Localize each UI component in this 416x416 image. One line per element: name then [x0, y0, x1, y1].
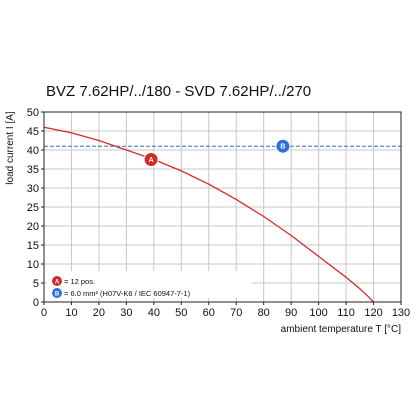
x-axis-label: ambient temperature T [°C]: [281, 324, 402, 335]
y-tick-label: 5: [33, 278, 39, 290]
y-axis-label: load current I [A]: [5, 111, 16, 185]
legend-marker-circle: [52, 288, 62, 298]
series-line-a: [43, 126, 374, 303]
y-tick-label: 10: [27, 259, 39, 271]
axis-ticks: 0 10 20 30 40 50 60 70 80 90 100 110 120 130 0 5 10 15 20 2…: [27, 107, 410, 319]
x-tick-label: 50: [175, 307, 187, 319]
chart-title: BVZ 7.62HP/../180 - SVD 7.62HP/../270: [46, 83, 311, 100]
x-tick-label: 120: [364, 307, 382, 319]
legend-entry-a: A = 12 pos.: [52, 276, 95, 286]
x-tick-label: 60: [203, 307, 215, 319]
marker-circle: [275, 138, 291, 154]
x-tick-label: 20: [93, 307, 105, 319]
legend: A = 12 pos. B = 6.0 mm² (H07V-K6 / IEC 6094…: [47, 271, 252, 298]
y-tick-label: 35: [27, 164, 39, 176]
series-marker-a: A: [143, 152, 159, 167]
legend-text: = 6.0 mm² (H07V-K6 / IEC 60947-7-1): [64, 289, 191, 298]
x-tick-label: 40: [148, 307, 160, 319]
y-tick-label: 0: [33, 297, 39, 309]
y-tick-label: 15: [27, 240, 39, 252]
x-tick-label: 110: [337, 307, 355, 319]
y-tick-label: 45: [27, 126, 39, 138]
marker-label: B: [280, 144, 285, 151]
marker-circle: [143, 152, 159, 167]
series-marker-b: B: [275, 138, 291, 154]
y-tick-label: 50: [27, 107, 39, 119]
x-tick-label: 10: [65, 307, 77, 319]
series-markers: AB: [143, 138, 291, 167]
x-tick-label: 70: [230, 307, 242, 319]
marker-label: A: [149, 157, 154, 164]
x-tick-label: 130: [392, 307, 410, 319]
x-tick-label: 0: [41, 307, 47, 319]
y-tick-label: 25: [27, 202, 39, 214]
legend-background: [47, 271, 252, 298]
legend-marker-label: B: [55, 292, 60, 298]
series-layer: [43, 126, 401, 303]
y-tick-label: 30: [27, 183, 39, 195]
x-tick-label: 30: [120, 307, 132, 319]
x-tick-label: 100: [309, 307, 327, 319]
legend-text: = 12 pos.: [64, 277, 95, 286]
y-tick-label: 20: [27, 221, 39, 233]
y-tick-label: 40: [27, 145, 39, 157]
legend-marker-label: A: [55, 280, 60, 286]
legend-entry-b: B = 6.0 mm² (H07V-K6 / IEC 60947-7-1): [52, 288, 191, 298]
legend-marker-circle: [52, 276, 62, 286]
x-tick-label: 80: [258, 307, 270, 319]
x-tick-label: 90: [285, 307, 297, 319]
